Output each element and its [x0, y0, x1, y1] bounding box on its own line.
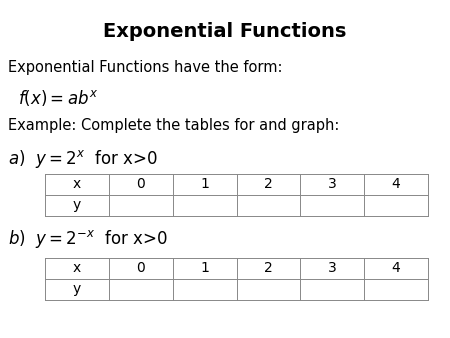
Text: 4: 4 [392, 262, 400, 275]
Text: 4: 4 [392, 177, 400, 192]
Text: Example: Complete the tables for and graph:: Example: Complete the tables for and gra… [8, 118, 339, 133]
Text: x: x [73, 262, 81, 275]
Text: 0: 0 [136, 177, 145, 192]
Text: $b)$  $y = 2^{-x}$  for x>0: $b)$ $y = 2^{-x}$ for x>0 [8, 228, 168, 250]
Text: $f(x) = ab^x$: $f(x) = ab^x$ [18, 88, 98, 108]
Text: 2: 2 [264, 262, 273, 275]
Text: x: x [73, 177, 81, 192]
Text: 0: 0 [136, 262, 145, 275]
Text: y: y [73, 283, 81, 296]
Text: 1: 1 [200, 262, 209, 275]
Text: 2: 2 [264, 177, 273, 192]
Text: y: y [73, 198, 81, 213]
Text: 3: 3 [328, 177, 337, 192]
Text: Exponential Functions: Exponential Functions [104, 22, 346, 41]
Text: $a)$  $y = 2^x$  for x>0: $a)$ $y = 2^x$ for x>0 [8, 148, 157, 170]
Text: 1: 1 [200, 177, 209, 192]
Text: 3: 3 [328, 262, 337, 275]
Text: Exponential Functions have the form:: Exponential Functions have the form: [8, 60, 283, 75]
